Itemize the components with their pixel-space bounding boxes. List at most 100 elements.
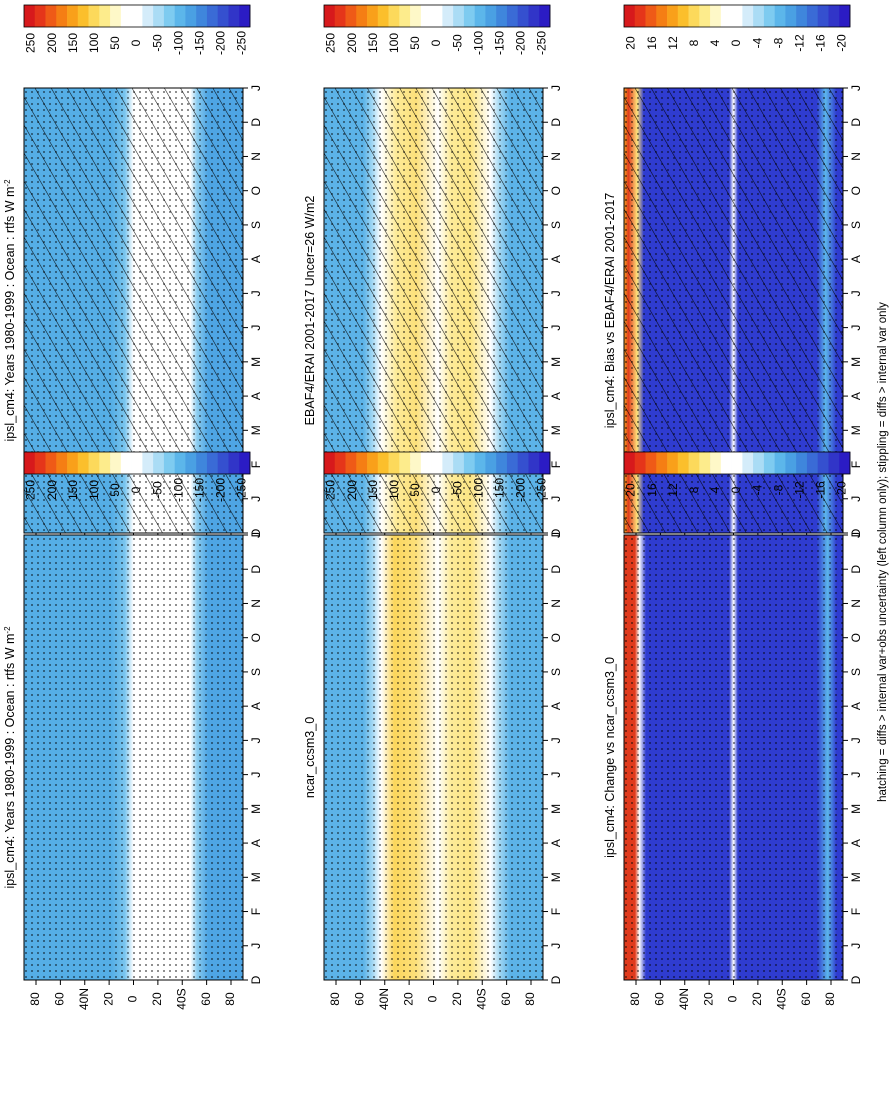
month-label-p3-2: F <box>549 461 563 468</box>
month-label-p2-2: F <box>249 908 263 915</box>
month-label-p2-5: M <box>249 804 263 814</box>
colorbar-cell-p4-12 <box>453 452 465 474</box>
colorbar-cell-p2-7 <box>99 452 111 474</box>
colorbar-label-p3-3: 100 <box>387 33 401 53</box>
colorbar-label-p4-0: 250 <box>324 480 338 500</box>
colorbar-cell-p6-5 <box>677 452 689 474</box>
colorbar-label-p6-1: 16 <box>645 483 659 497</box>
month-label-p3-9: S <box>549 221 563 229</box>
month-label-p5-13: J <box>849 85 863 91</box>
colorbar-cell-p5-16 <box>796 5 808 27</box>
month-label-p6-9: S <box>849 668 863 676</box>
panel-title-p2: ipsl_cm4: Years 1980-1999 : Ocean : rtfs… <box>3 626 18 889</box>
colorbar-label-p1-4: 50 <box>108 36 122 50</box>
colorbar-cell-p5-3 <box>656 5 668 27</box>
colorbar-cell-p5-12 <box>753 5 765 27</box>
stipple-p6 <box>624 535 843 980</box>
lat-label-p4-4: 0 <box>426 995 440 1002</box>
colorbar-cell-p3-2 <box>345 5 357 27</box>
stipple-p4 <box>324 535 543 980</box>
colorbar-cell-p4-18 <box>517 452 529 474</box>
month-label-p1-5: M <box>249 357 263 367</box>
month-label-p2-10: O <box>249 633 263 642</box>
panel-p2: ipsl_cm4: Years 1980-1999 : Ocean : rtfs… <box>3 451 263 1010</box>
colorbar-label-p2-5: 0 <box>129 486 143 493</box>
colorbar-cell-p6-0 <box>624 452 636 474</box>
colorbar-cell-p6-20 <box>839 452 851 474</box>
colorbar-cell-p4-0 <box>324 452 336 474</box>
colorbar-cell-p1-12 <box>153 5 165 27</box>
month-label-p3-11: N <box>549 152 563 161</box>
colorbar-cell-p6-12 <box>753 452 765 474</box>
colorbar-cell-p1-14 <box>174 5 186 27</box>
colorbar-cell-p5-10 <box>731 5 743 27</box>
colorbar-cell-p4-17 <box>506 452 519 474</box>
colorbar-cell-p5-14 <box>774 5 786 27</box>
lat-label-p4-2: 40N <box>377 988 391 1010</box>
colorbar-cell-p6-17 <box>806 452 819 474</box>
colorbar-cell-p4-5 <box>377 452 389 474</box>
colorbar-label-p5-2: 12 <box>666 36 680 50</box>
colorbar-frame-p6 <box>623 451 851 475</box>
month-label-p6-0: D <box>849 975 863 984</box>
colorbar-cell-p5-5 <box>677 5 689 27</box>
colorbar-cell-p3-13 <box>463 5 475 27</box>
colorbar-cell-p6-7 <box>699 452 711 474</box>
month-label-p6-13: J <box>849 532 863 538</box>
panel-title-p4: ncar_ccsm3_0 <box>303 717 317 798</box>
lat-label-p2-7: 60 <box>199 992 213 1006</box>
colorbar-label-p1-2: 150 <box>66 33 80 53</box>
lat-label-p2-0: 80 <box>28 992 42 1006</box>
month-label-p1-6: J <box>249 325 263 331</box>
colorbar-label-p5-3: 8 <box>687 39 701 46</box>
month-label-p4-11: N <box>549 599 563 608</box>
colorbar-cell-p4-7 <box>399 452 411 474</box>
colorbar-cell-p4-10 <box>431 452 443 474</box>
colorbar-cell-p3-4 <box>367 5 379 27</box>
month-label-p5-0: D <box>849 528 863 537</box>
colorbar-cell-p1-15 <box>185 5 197 27</box>
panel-title-p6: ipsl_cm4: Change vs ncar_ccsm3_0 <box>603 657 617 858</box>
month-label-p6-7: J <box>849 737 863 743</box>
colorbar-frame-p2 <box>23 451 251 475</box>
month-label-p1-12: D <box>249 118 263 127</box>
colorbar-label-p5-4: 4 <box>708 39 722 46</box>
month-label-p2-11: N <box>249 599 263 608</box>
colorbar-cell-p4-19 <box>528 452 540 474</box>
colorbar-cell-p3-12 <box>453 5 465 27</box>
month-label-p6-8: A <box>849 702 863 710</box>
month-label-p3-0: D <box>549 528 563 537</box>
colorbar-cell-p6-15 <box>785 452 797 474</box>
colorbar-label-p1-1: 200 <box>45 33 59 53</box>
colorbar-label-p1-8: -150 <box>192 31 206 55</box>
colorbar-label-p4-8: -150 <box>492 478 506 502</box>
month-label-p3-1: J <box>549 496 563 502</box>
colorbar-cell-p1-13 <box>163 5 175 27</box>
lat-label-p6-7: 60 <box>799 992 813 1006</box>
colorbar-cell-p2-16 <box>196 452 208 474</box>
month-label-p1-13: J <box>249 85 263 91</box>
month-label-p5-12: D <box>849 118 863 127</box>
colorbar-label-p3-9: -200 <box>514 31 528 55</box>
colorbar-label-p6-6: -4 <box>750 484 764 495</box>
month-label-p3-3: M <box>549 425 563 435</box>
colorbar-cell-p2-3 <box>56 452 68 474</box>
colorbar-cell-p5-1 <box>634 5 646 27</box>
month-label-p3-12: D <box>549 118 563 127</box>
colorbar-cell-p2-11 <box>142 452 154 474</box>
colorbar-cell-p3-16 <box>496 5 508 27</box>
colorbar-cell-p1-19 <box>228 5 240 27</box>
colorbar-cell-p6-10 <box>731 452 743 474</box>
month-label-p6-1: J <box>849 943 863 949</box>
colorbar-label-p1-9: -200 <box>214 31 228 55</box>
month-label-p5-6: J <box>849 325 863 331</box>
colorbar-label-p2-7: -100 <box>171 478 185 502</box>
colorbar-cell-p5-18 <box>817 5 829 27</box>
colorbar-cell-p2-12 <box>153 452 165 474</box>
colorbar-cell-p5-6 <box>688 5 700 27</box>
colorbar-frame-p1 <box>23 4 251 28</box>
colorbar-label-p6-2: 12 <box>666 483 680 497</box>
colorbar-cell-p1-7 <box>99 5 111 27</box>
colorbar-cell-p6-11 <box>742 452 754 474</box>
